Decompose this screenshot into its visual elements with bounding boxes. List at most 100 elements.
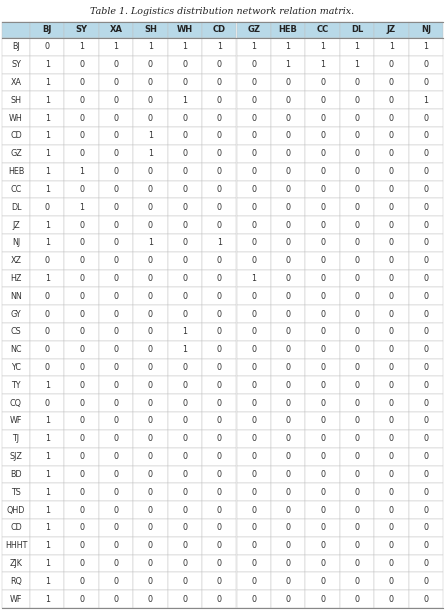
Text: 0: 0 xyxy=(320,221,325,229)
Text: 0: 0 xyxy=(217,256,222,265)
Bar xyxy=(168,163,202,181)
Bar xyxy=(65,341,99,359)
Text: 0: 0 xyxy=(79,434,84,443)
Text: 0: 0 xyxy=(389,96,394,105)
Text: 1: 1 xyxy=(44,96,50,105)
Bar xyxy=(65,394,99,412)
Bar xyxy=(409,394,443,412)
Bar xyxy=(409,341,443,359)
Text: 0: 0 xyxy=(182,577,187,586)
Text: 0: 0 xyxy=(389,167,394,176)
Text: 0: 0 xyxy=(286,185,291,194)
Bar xyxy=(409,56,443,74)
Text: 0: 0 xyxy=(355,167,360,176)
Text: 0: 0 xyxy=(389,256,394,265)
Bar xyxy=(409,359,443,376)
Bar xyxy=(271,216,305,234)
Bar xyxy=(65,430,99,448)
Text: 0: 0 xyxy=(182,149,187,158)
Text: 1: 1 xyxy=(44,434,50,443)
Text: 0: 0 xyxy=(182,274,187,283)
Text: 0: 0 xyxy=(113,274,118,283)
Bar xyxy=(305,572,340,590)
Text: 0: 0 xyxy=(148,274,153,283)
Bar xyxy=(271,109,305,127)
Bar xyxy=(99,287,133,305)
Text: 0: 0 xyxy=(148,399,153,407)
Bar xyxy=(236,341,271,359)
Bar xyxy=(65,56,99,74)
Text: 0: 0 xyxy=(320,310,325,318)
Text: 1: 1 xyxy=(44,470,50,479)
Bar xyxy=(2,376,30,394)
Bar xyxy=(409,519,443,537)
Text: 0: 0 xyxy=(286,256,291,265)
Text: 0: 0 xyxy=(286,452,291,461)
Bar xyxy=(340,305,374,323)
Text: 1: 1 xyxy=(423,96,428,105)
Text: 0: 0 xyxy=(320,328,325,336)
Text: 1: 1 xyxy=(44,417,50,425)
Text: BJ: BJ xyxy=(12,43,20,51)
Text: 0: 0 xyxy=(113,577,118,586)
Text: QHD: QHD xyxy=(7,506,25,514)
Bar xyxy=(271,572,305,590)
Bar xyxy=(236,22,271,38)
Text: 0: 0 xyxy=(286,363,291,372)
Bar xyxy=(374,590,409,608)
Text: 1: 1 xyxy=(44,381,50,390)
Bar xyxy=(374,127,409,145)
Bar xyxy=(340,359,374,376)
Text: 0: 0 xyxy=(113,399,118,407)
Text: 0: 0 xyxy=(389,310,394,318)
Text: CD: CD xyxy=(10,132,22,140)
Text: 0: 0 xyxy=(182,452,187,461)
Text: 0: 0 xyxy=(286,292,291,301)
Text: 0: 0 xyxy=(182,132,187,140)
Bar xyxy=(2,287,30,305)
Text: 0: 0 xyxy=(217,506,222,514)
Text: 0: 0 xyxy=(423,221,428,229)
Bar xyxy=(409,483,443,501)
Text: CC: CC xyxy=(10,185,22,194)
Bar xyxy=(168,323,202,341)
Bar xyxy=(305,359,340,376)
Text: 0: 0 xyxy=(217,203,222,212)
Text: 1: 1 xyxy=(286,43,291,51)
Bar xyxy=(168,56,202,74)
Bar xyxy=(168,92,202,109)
Bar xyxy=(168,465,202,483)
Bar xyxy=(2,572,30,590)
Bar xyxy=(305,519,340,537)
Text: 0: 0 xyxy=(217,559,222,568)
Bar xyxy=(133,22,168,38)
Text: SY: SY xyxy=(11,60,21,69)
Bar xyxy=(2,181,30,198)
Text: 0: 0 xyxy=(217,523,222,533)
Bar xyxy=(65,22,99,38)
Text: 0: 0 xyxy=(217,221,222,229)
Bar xyxy=(271,252,305,270)
Bar xyxy=(374,554,409,572)
Bar xyxy=(202,287,236,305)
Text: 0: 0 xyxy=(286,132,291,140)
Text: 0: 0 xyxy=(113,310,118,318)
Bar xyxy=(202,590,236,608)
Bar xyxy=(271,270,305,287)
Text: 0: 0 xyxy=(389,470,394,479)
Text: Table 1. Logistics distribution network relation matrix.: Table 1. Logistics distribution network … xyxy=(90,7,355,15)
Bar xyxy=(374,412,409,430)
Bar xyxy=(409,448,443,465)
Bar xyxy=(374,109,409,127)
Bar xyxy=(2,145,30,163)
Text: 0: 0 xyxy=(423,149,428,158)
Text: 1: 1 xyxy=(182,328,187,336)
Text: 0: 0 xyxy=(79,328,84,336)
Text: 0: 0 xyxy=(286,470,291,479)
Bar xyxy=(133,109,168,127)
Text: 0: 0 xyxy=(44,256,50,265)
Bar xyxy=(30,22,65,38)
Bar xyxy=(236,287,271,305)
Bar xyxy=(99,537,133,554)
Bar xyxy=(168,270,202,287)
